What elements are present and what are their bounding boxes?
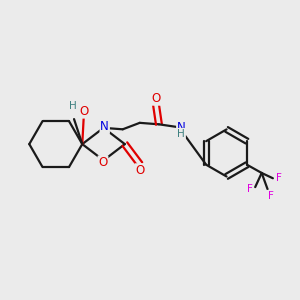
- Text: N: N: [100, 120, 109, 133]
- Text: F: F: [268, 190, 273, 201]
- Text: F: F: [247, 184, 253, 194]
- Text: H: H: [69, 101, 76, 111]
- Text: O: O: [151, 92, 160, 105]
- Text: F: F: [276, 173, 282, 183]
- Text: H: H: [177, 129, 185, 139]
- Text: O: O: [79, 105, 88, 118]
- Text: O: O: [98, 156, 108, 169]
- Text: O: O: [135, 164, 145, 177]
- Text: N: N: [177, 121, 186, 134]
